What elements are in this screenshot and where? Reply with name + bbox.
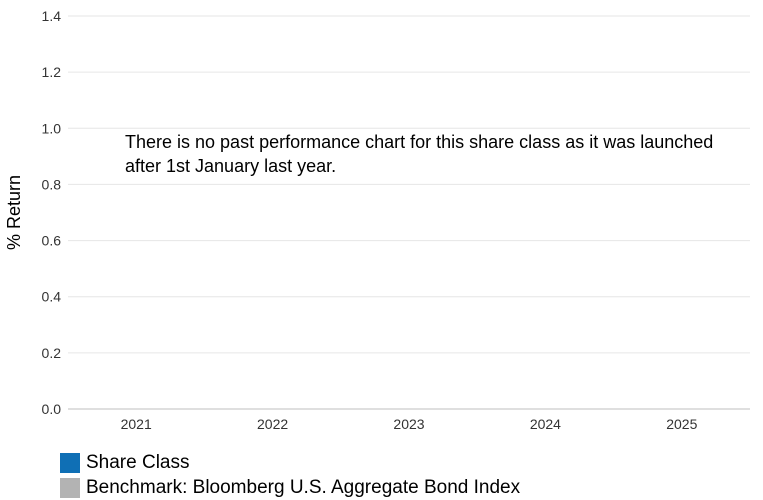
x-tick-label: 2021 [121,416,152,432]
x-tick-label: 2023 [393,416,424,432]
legend-label-benchmark: Benchmark: Bloomberg U.S. Aggregate Bond… [86,476,521,498]
y-axis-ticks: 0.0 0.2 0.4 0.6 0.8 1.0 1.2 1.4 [42,8,62,417]
y-tick-label: 0.4 [42,289,62,305]
x-axis-ticks: 2021 2022 2023 2024 2025 [121,416,698,432]
legend: Share Class Benchmark: Bloomberg U.S. Ag… [60,450,520,500]
x-tick-label: 2024 [530,416,561,432]
no-data-annotation: There is no past performance chart for t… [125,132,714,176]
legend-swatch-benchmark [60,477,80,498]
y-tick-label: 1.4 [42,8,62,24]
y-axis-label: % Return [4,175,24,250]
legend-item-benchmark: Benchmark: Bloomberg U.S. Aggregate Bond… [60,475,520,500]
y-tick-label: 1.0 [42,120,62,136]
x-tick-label: 2025 [666,416,697,432]
y-tick-label: 0.6 [42,233,62,249]
y-tick-label: 0.8 [42,176,62,192]
x-tick-label: 2022 [257,416,288,432]
y-tick-label: 0.0 [42,401,62,417]
chart-plot: 0.00.20.40.60.81.01.21.4 2021 2022 2023 202… [4,8,750,432]
legend-swatch-share-class [60,452,80,473]
y-tick-label: 0.2 [42,345,62,361]
gridlines [68,15,750,354]
y-tick-label: 1.2 [42,64,62,80]
legend-label-share-class: Share Class [86,451,190,473]
legend-item-share-class: Share Class [60,450,520,475]
